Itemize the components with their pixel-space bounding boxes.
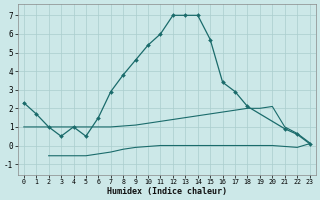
X-axis label: Humidex (Indice chaleur): Humidex (Indice chaleur): [107, 187, 227, 196]
